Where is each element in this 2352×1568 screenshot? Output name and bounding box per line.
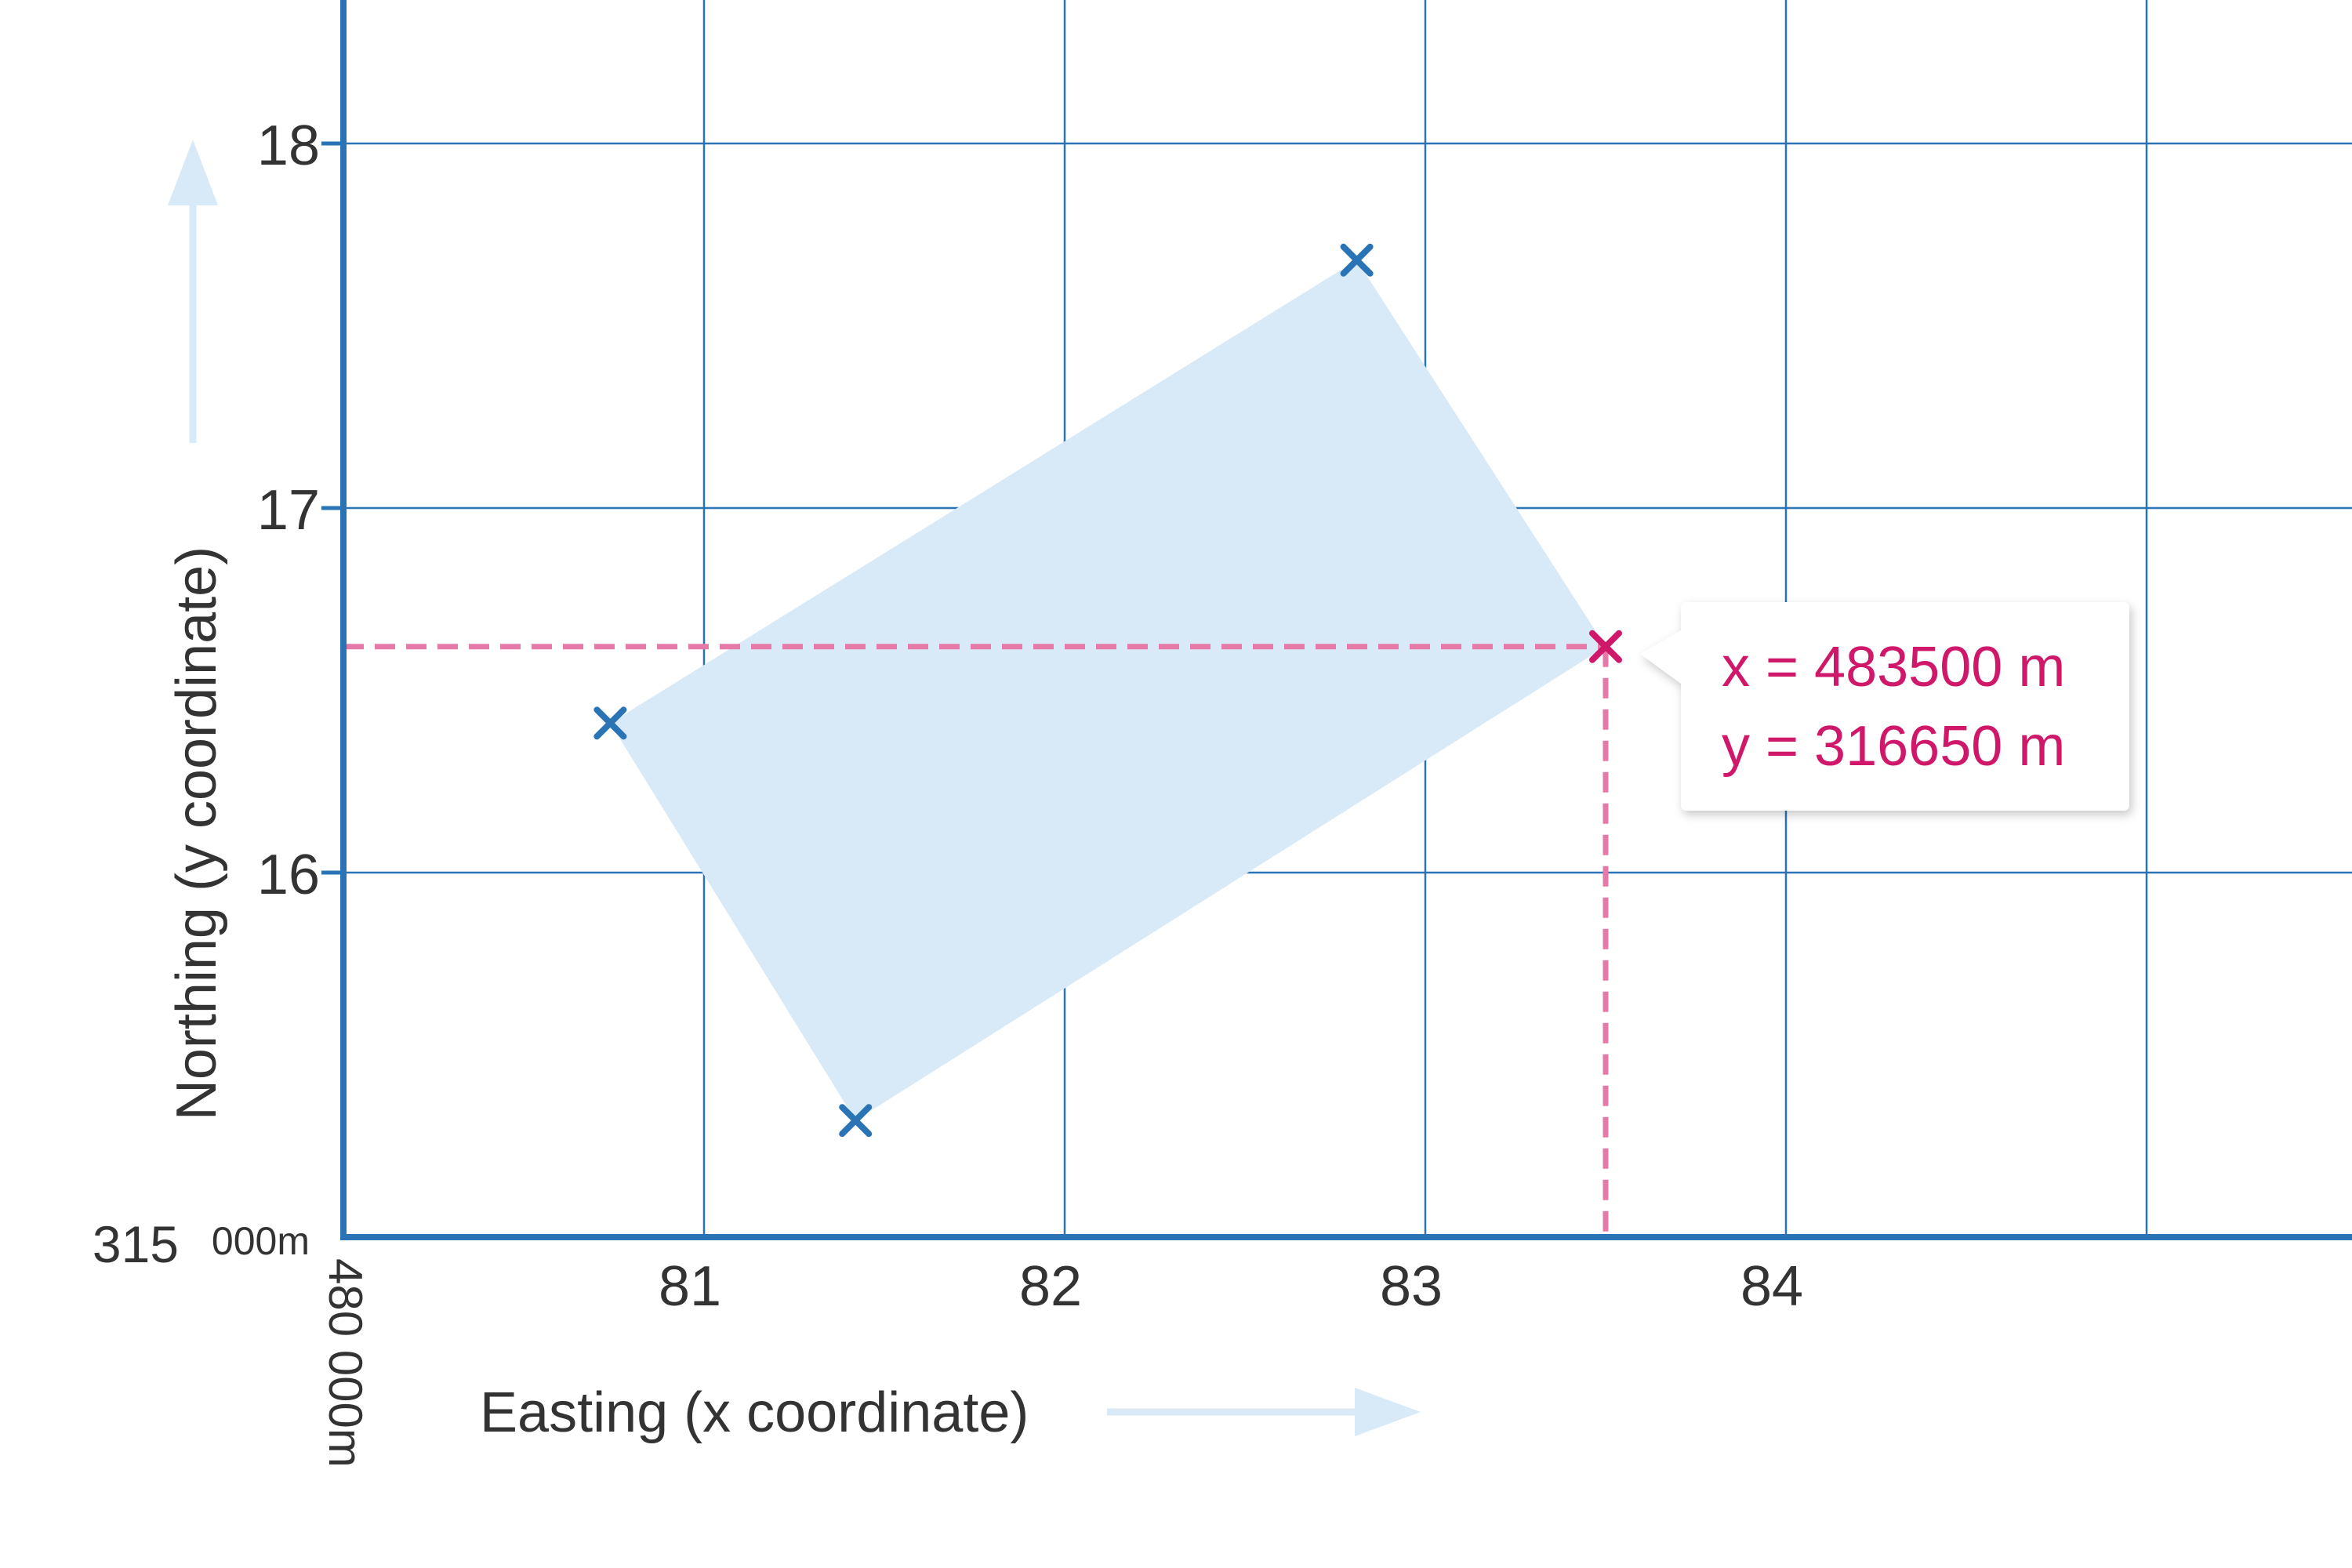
origin-y-major: 315: [93, 1215, 179, 1273]
x-tick-label-83: 83: [1380, 1255, 1443, 1318]
y-tick-label-17: 17: [257, 479, 320, 542]
northing-arrow-icon: [168, 140, 218, 443]
x-tick-label-81: 81: [659, 1255, 721, 1318]
point-stroke-b: [839, 1104, 873, 1138]
points: [593, 243, 1622, 1138]
point-stroke-b: [593, 706, 627, 740]
point-stroke-b: [1340, 243, 1374, 277]
origin-y-minor: 000m: [212, 1219, 310, 1263]
x-axis-label: Easting (x coordinate): [480, 1381, 1029, 1444]
point-stroke-b: [1589, 630, 1622, 663]
x-tick-label-82: 82: [1019, 1255, 1082, 1318]
easting-arrow-icon: [1107, 1388, 1421, 1436]
y-axis-label: Northing (y coordinate): [165, 546, 228, 1120]
point-2: [1340, 243, 1374, 277]
callout-y-value: y = 316650 m: [1722, 715, 2065, 778]
tick-labels: 81 82 83 84 16 17 18: [257, 114, 1803, 1318]
point-1: [593, 706, 627, 740]
guide-lines: [343, 644, 1609, 1237]
coordinate-callout: x = 483500 m y = 316650 m: [1640, 602, 2129, 811]
callout-x-value: x = 483500 m: [1722, 636, 2065, 699]
y-tick-label-18: 18: [257, 114, 320, 177]
point-3: [839, 1104, 873, 1138]
x-tick-label-84: 84: [1740, 1255, 1803, 1318]
shaded-area: [610, 260, 1606, 1121]
y-tick-label-16: 16: [257, 844, 320, 906]
origin-x-label: 480 000m: [319, 1258, 372, 1468]
highlighted-point: [1589, 630, 1622, 663]
axes: [321, 0, 2352, 1240]
